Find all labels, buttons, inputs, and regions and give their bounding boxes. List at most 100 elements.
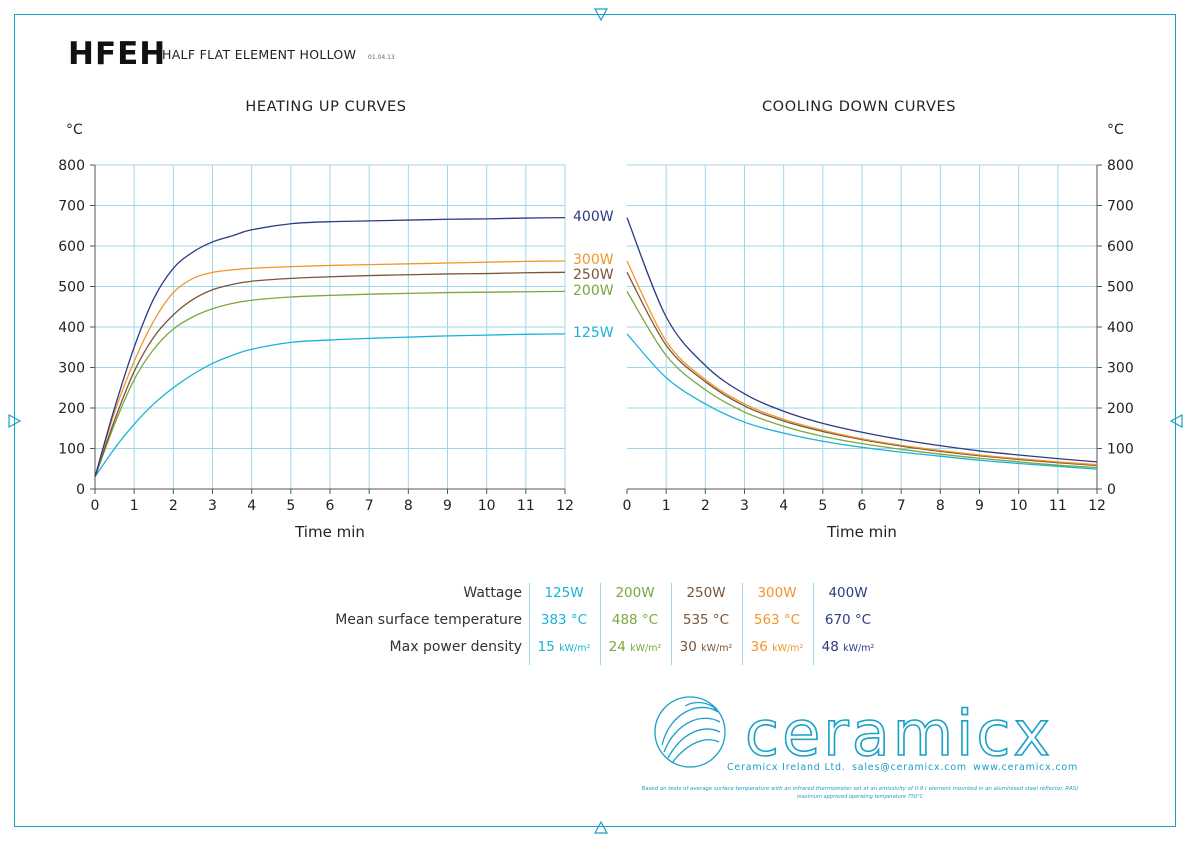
heating-chart-title: HEATING UP CURVES: [245, 99, 407, 115]
heating-y-tick-label: 200: [58, 401, 85, 417]
heating-y-tick-label: 400: [58, 320, 85, 336]
heating-y-tick-label: 600: [58, 239, 85, 255]
cooling-x-tick-label: 2: [701, 498, 710, 514]
cooling-y-tick-label: 400: [1107, 320, 1134, 336]
footnote-max-temperature: maximum approved operating temperature 7…: [796, 794, 924, 800]
product-name: HALF FLAT ELEMENT HOLLOW: [162, 47, 357, 62]
heating-y-tick-label: 300: [58, 361, 85, 377]
cooling-y-tick-label: 700: [1107, 199, 1134, 215]
cooling-y-tick-label: 100: [1107, 442, 1134, 458]
table-temperature-cell: 670 °C: [824, 612, 872, 628]
cooling-series-250W: [626, 272, 1098, 467]
table-wattage-cell: 200W: [615, 585, 655, 601]
heating-x-tick-label: 2: [169, 498, 178, 514]
heating-x-tick-label: 9: [443, 498, 452, 514]
series-label-300W: 300W: [573, 252, 614, 268]
heating-x-tick-label: 7: [365, 498, 374, 514]
heating-x-tick-label: 5: [286, 498, 295, 514]
cooling-series-125W: [626, 333, 1098, 470]
heating-y-tick-label: 500: [58, 280, 85, 296]
density-unit: kW/m²: [559, 643, 591, 654]
table-density-cell: 15 kW/m²: [529, 639, 599, 655]
page-frame: [14, 14, 1176, 827]
table-label-density: Max power density: [389, 639, 522, 655]
company-website[interactable]: www.ceramicx.com: [973, 762, 1079, 773]
series-label-125W: 125W: [573, 325, 614, 341]
density-value: 30: [679, 639, 702, 655]
table-column-separator: [600, 583, 601, 665]
cooling-x-tick-label: 10: [1010, 498, 1028, 514]
left-triangle-icon: [8, 413, 22, 429]
cooling-x-tick-label: 5: [818, 498, 827, 514]
right-triangle-icon: [1169, 413, 1183, 429]
heating-series-125W: [94, 333, 566, 478]
table-column-separator: [529, 583, 530, 665]
logo-wordmark: ceramicx: [744, 696, 1054, 771]
product-code: HFEH: [68, 36, 167, 72]
density-value: 36: [750, 639, 773, 655]
bottom-triangle-icon: [593, 820, 609, 834]
series-label-250W: 250W: [573, 267, 614, 283]
table-wattage-cell: 125W: [544, 585, 584, 601]
heating-x-tick-label: 1: [130, 498, 139, 514]
cooling-x-tick-label: 1: [662, 498, 671, 514]
heating-x-tick-label: 3: [208, 498, 217, 514]
density-value: 15: [537, 639, 560, 655]
heating-x-tick-label: 0: [91, 498, 100, 514]
cooling-x-tick-label: 4: [779, 498, 788, 514]
table-temperature-cell: 563 °C: [753, 612, 801, 628]
table-temperature-cell: 535 °C: [682, 612, 730, 628]
density-value: 24: [608, 639, 631, 655]
table-density-cell: 30 kW/m²: [671, 639, 741, 655]
heating-y-tick-label: 700: [58, 199, 85, 215]
density-value: 48: [821, 639, 844, 655]
document-date: 01.04.13: [368, 54, 395, 61]
heating-y-unit: °C: [66, 122, 83, 138]
table-label-temperature: Mean surface temperature: [335, 612, 522, 628]
cooling-x-tick-label: 0: [623, 498, 632, 514]
table-wattage-cell: 400W: [828, 585, 868, 601]
cooling-y-unit: °C: [1107, 122, 1124, 138]
heating-x-tick-label: 11: [517, 498, 535, 514]
cooling-y-tick-label: 800: [1107, 158, 1134, 174]
series-label-200W: 200W: [573, 283, 614, 299]
heating-series-300W: [94, 260, 566, 478]
cooling-x-axis-label: Time min: [826, 523, 897, 541]
table-temperature-cell: 488 °C: [611, 612, 659, 628]
heating-x-tick-label: 4: [247, 498, 256, 514]
series-label-400W: 400W: [573, 209, 614, 225]
company-email[interactable]: sales@ceramicx.com: [852, 762, 967, 773]
table-column-separator: [671, 583, 672, 665]
cooling-chart-title: COOLING DOWN CURVES: [761, 99, 957, 115]
density-unit: kW/m²: [630, 643, 662, 654]
heating-x-tick-label: 8: [404, 498, 413, 514]
heating-series-250W: [94, 271, 566, 478]
heating-y-tick-label: 800: [58, 158, 85, 174]
cooling-x-tick-label: 9: [975, 498, 984, 514]
cooling-series-400W: [626, 217, 1098, 463]
cooling-x-tick-label: 3: [740, 498, 749, 514]
table-column-separator: [742, 583, 743, 665]
table-column-separator: [813, 583, 814, 665]
heating-series-200W: [94, 290, 566, 478]
table-density-cell: 24 kW/m²: [600, 639, 670, 655]
heating-x-axis-label: Time min: [294, 523, 365, 541]
footnote-test-conditions: Based on tests of average surface temper…: [641, 786, 1079, 792]
table-temperature-cell: 383 °C: [540, 612, 588, 628]
cooling-y-tick-label: 500: [1107, 280, 1134, 296]
cooling-y-tick-label: 600: [1107, 239, 1134, 255]
table-wattage-cell: 300W: [757, 585, 797, 601]
heating-x-tick-label: 6: [326, 498, 335, 514]
cooling-x-tick-label: 7: [897, 498, 906, 514]
heating-x-tick-label: 10: [478, 498, 496, 514]
cooling-y-tick-label: 300: [1107, 361, 1134, 377]
company-name: Ceramicx Ireland Ltd.: [727, 762, 846, 773]
top-triangle-icon: [593, 8, 609, 22]
density-unit: kW/m²: [772, 643, 804, 654]
cooling-series-200W: [626, 291, 1098, 469]
heating-y-tick-label: 100: [58, 442, 85, 458]
heating-series-400W: [94, 217, 566, 478]
heating-x-tick-label: 12: [556, 498, 574, 514]
